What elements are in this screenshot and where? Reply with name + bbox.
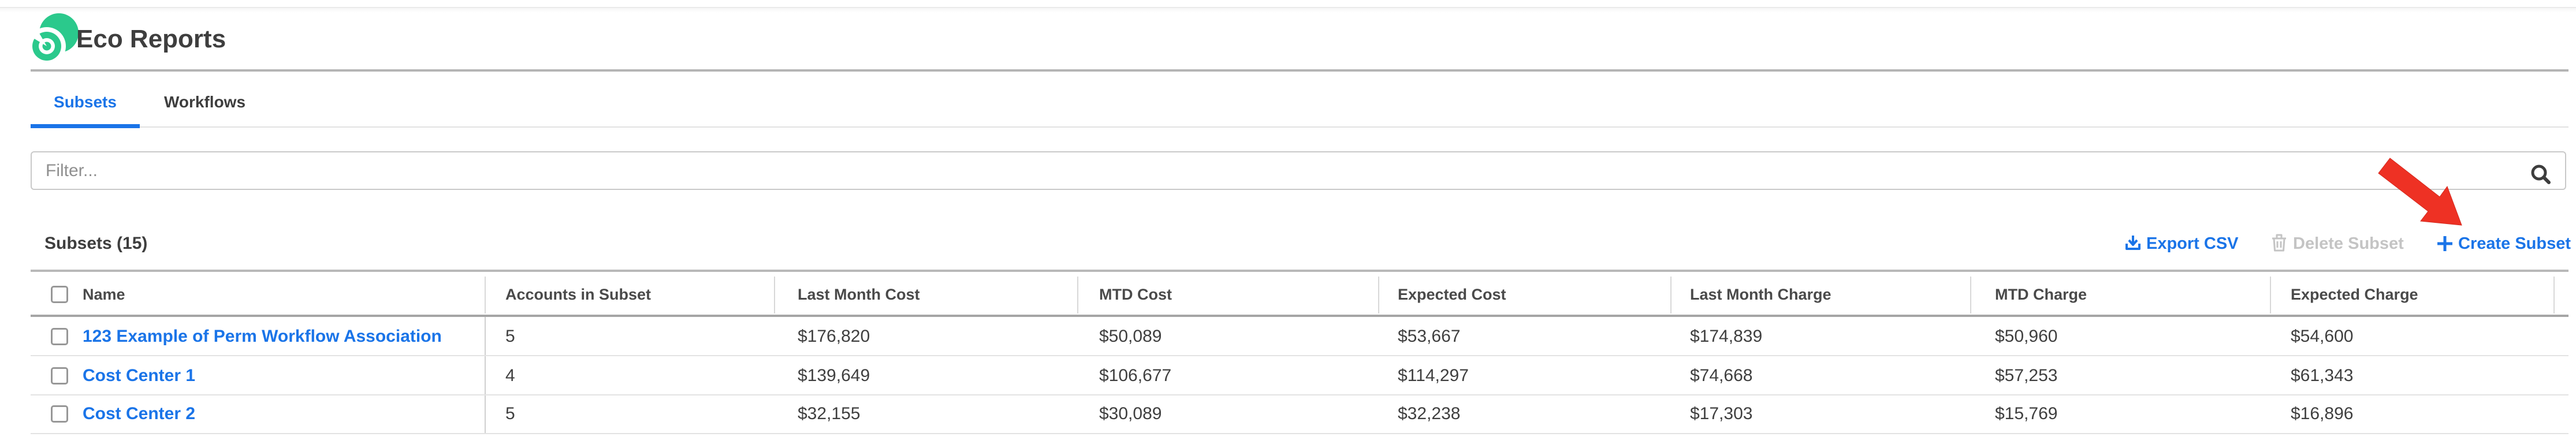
export-csv-button[interactable]: Export CSV	[2146, 234, 2239, 253]
delete-subset-button[interactable]: Delete Subset	[2293, 234, 2404, 253]
table-row: Cost Center 2 5 $32,155 $30,089 $32,238 …	[0, 395, 2576, 434]
column-header-mtd-charge[interactable]: MTD Charge	[1995, 286, 2087, 303]
last-month-charge-cell: $74,668	[1690, 366, 1753, 385]
page-top-border	[0, 7, 2576, 8]
search-icon[interactable]	[2530, 164, 2551, 185]
header-separator	[1670, 277, 1672, 313]
table-row: Cost Center 1 4 $139,649 $106,677 $114,2…	[0, 356, 2576, 395]
column-header-name[interactable]: Name	[83, 286, 125, 303]
title-divider	[31, 69, 2568, 72]
row-divider	[31, 355, 2568, 356]
expected-charge-cell: $16,896	[2291, 404, 2354, 423]
header-separator	[1077, 277, 1078, 313]
header-separator	[1378, 277, 1379, 313]
download-icon[interactable]	[2124, 234, 2142, 252]
row-checkbox[interactable]	[51, 405, 68, 423]
tab-workflows[interactable]: Workflows	[163, 93, 246, 111]
column-header-expected-charge[interactable]: Expected Charge	[2291, 286, 2418, 303]
column-header-expected-cost[interactable]: Expected Cost	[1398, 286, 1506, 303]
header-separator	[2553, 277, 2555, 313]
column-header-accounts[interactable]: Accounts in Subset	[505, 286, 652, 303]
subsets-count-heading: Subsets (15)	[44, 234, 148, 253]
header-separator	[2270, 277, 2271, 313]
header-separator	[774, 277, 775, 313]
mtd-cost-cell: $30,089	[1099, 404, 1162, 423]
filter-container	[31, 151, 2566, 190]
accounts-cell: 5	[505, 327, 515, 346]
row-divider	[31, 433, 2568, 434]
trash-icon	[2272, 234, 2286, 252]
accounts-cell: 4	[505, 366, 515, 385]
expected-charge-cell: $54,600	[2291, 327, 2354, 346]
row-checkbox[interactable]	[51, 367, 68, 384]
column-header-last-month-cost[interactable]: Last Month Cost	[798, 286, 920, 303]
mtd-cost-cell: $106,677	[1099, 366, 1172, 385]
mtd-charge-cell: $50,960	[1995, 327, 2058, 346]
annotation-arrow	[2378, 158, 2462, 226]
column-header-mtd-cost[interactable]: MTD Cost	[1099, 286, 1172, 303]
column-header-last-month-charge[interactable]: Last Month Charge	[1690, 286, 1832, 303]
last-month-charge-cell: $17,303	[1690, 404, 1753, 423]
subset-name-link[interactable]: Cost Center 1	[83, 366, 196, 385]
subset-name-link[interactable]: 123 Example of Perm Workflow Association	[83, 327, 442, 346]
header-bottom-border	[31, 315, 2568, 317]
row-checkbox[interactable]	[51, 328, 68, 345]
table-top-divider	[31, 270, 2568, 272]
mtd-cost-cell: $50,089	[1099, 327, 1162, 346]
expected-charge-cell: $61,343	[2291, 366, 2354, 385]
filter-input[interactable]	[32, 152, 2565, 189]
accounts-cell: 5	[505, 404, 515, 423]
expected-cost-cell: $53,667	[1398, 327, 1461, 346]
expected-cost-cell: $32,238	[1398, 404, 1461, 423]
mtd-charge-cell: $15,769	[1995, 404, 2058, 423]
plus-icon[interactable]	[2436, 235, 2454, 252]
mtd-charge-cell: $57,253	[1995, 366, 2058, 385]
header-separator	[485, 277, 486, 313]
page-top-shadow	[0, 8, 2576, 13]
tabs-divider	[31, 126, 2568, 128]
last-month-charge-cell: $174,839	[1690, 327, 1763, 346]
tab-subsets[interactable]: Subsets	[54, 93, 117, 111]
create-subset-button[interactable]: Create Subset	[2458, 234, 2571, 253]
expected-cost-cell: $114,297	[1398, 366, 1469, 385]
eco-reports-logo-icon	[27, 13, 79, 65]
last-month-cost-cell: $32,155	[798, 404, 861, 423]
table-row: 123 Example of Perm Workflow Association…	[0, 317, 2576, 356]
subset-name-link[interactable]: Cost Center 2	[83, 404, 196, 423]
body-column-separator	[485, 317, 486, 433]
last-month-cost-cell: $139,649	[798, 366, 870, 385]
header-separator	[1970, 277, 1971, 313]
active-tab-underline	[31, 124, 140, 128]
select-all-checkbox[interactable]	[51, 286, 68, 303]
row-divider	[31, 394, 2568, 395]
last-month-cost-cell: $176,820	[798, 327, 870, 346]
page-title: Eco Reports	[76, 25, 226, 53]
